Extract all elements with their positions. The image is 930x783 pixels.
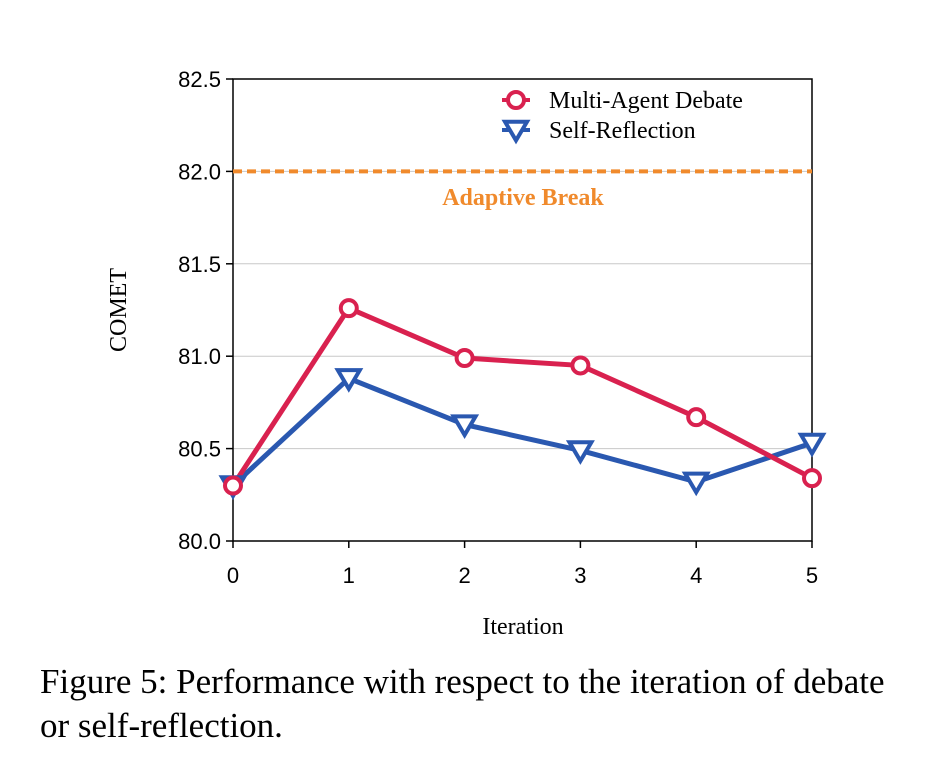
- data-point: [338, 298, 359, 319]
- legend-label: Self-Reflection: [549, 118, 696, 144]
- series-group: [218, 298, 827, 500]
- data-point: [681, 471, 711, 497]
- data-point: [686, 407, 707, 428]
- series-line: [230, 305, 814, 487]
- legend: Multi-Agent Debate Self-Reflection: [501, 88, 743, 145]
- x-tick-label: 5: [806, 563, 818, 588]
- x-tick-label: 0: [227, 563, 239, 588]
- data-point: [802, 468, 822, 489]
- plot-area-frame: [232, 78, 813, 542]
- y-tick-label: 80.5: [178, 437, 221, 462]
- data-point: [334, 368, 364, 393]
- y-tick-label: 82.0: [178, 159, 221, 184]
- data-point: [450, 414, 480, 439]
- y-tick-label: 81.0: [178, 344, 221, 369]
- reference-line-group: Adaptive Break: [233, 169, 812, 211]
- x-axis-title: Iteration: [482, 614, 563, 640]
- legend-marker: [501, 119, 531, 145]
- data-point: [570, 355, 591, 376]
- adaptive-break-label: Adaptive Break: [442, 185, 604, 211]
- y-tick-label: 81.5: [178, 252, 221, 277]
- x-tick-label: 4: [690, 563, 702, 588]
- figure-caption: Figure 5: Performance with respect to th…: [40, 662, 885, 745]
- legend-label: Multi-Agent Debate: [549, 88, 743, 114]
- data-point: [565, 440, 595, 465]
- y-tick-label: 82.5: [178, 67, 221, 92]
- data-point: [797, 432, 827, 458]
- x-tick-label: 3: [574, 563, 586, 588]
- y-axis-title: COMET: [106, 268, 132, 352]
- line-chart: 80.0 80.5 81.0 81.5 82.0 82.5 0 1 2 3 4 5 Adaptive…: [106, 67, 827, 640]
- y-axis-ticks: 80.0 80.5 81.0 81.5 82.0 82.5: [178, 67, 233, 554]
- x-tick-label: 2: [458, 563, 470, 588]
- x-tick-label: 1: [343, 563, 355, 588]
- series-line: [231, 375, 813, 488]
- legend-marker: [506, 90, 526, 110]
- data-point: [454, 348, 475, 369]
- y-tick-label: 80.0: [178, 529, 221, 554]
- data-point: [223, 475, 243, 496]
- x-axis-ticks: 0 1 2 3 4 5: [227, 541, 818, 588]
